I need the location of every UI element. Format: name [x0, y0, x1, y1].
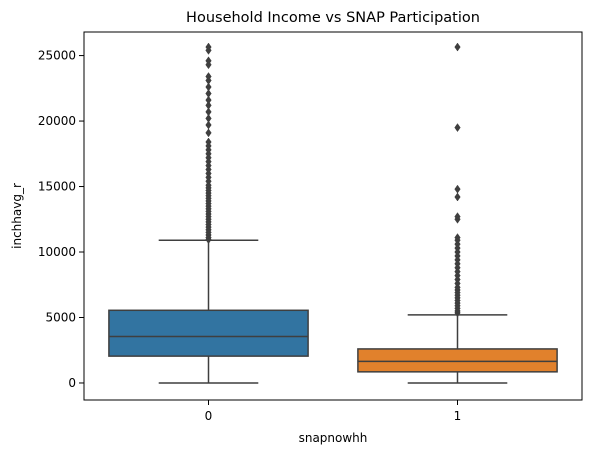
- outlier-point: [205, 107, 212, 117]
- y-tick-label: 15000: [38, 180, 76, 194]
- y-tick-label: 0: [68, 376, 76, 390]
- outlier-point: [205, 95, 212, 105]
- outlier-point: [205, 120, 212, 130]
- outlier-point: [205, 100, 212, 110]
- outlier-point: [205, 72, 212, 81]
- x-tick-label: 0: [205, 409, 213, 423]
- outlier-point: [205, 82, 212, 92]
- y-tick-label: 25000: [38, 49, 76, 63]
- y-axis-label: inchhavg_r: [10, 183, 24, 249]
- x-axis-label: snapnowhh: [299, 431, 368, 445]
- iqr-box-1: [357, 348, 558, 373]
- chart-title: Household Income vs SNAP Participation: [186, 10, 480, 26]
- y-tick-label: 10000: [38, 245, 76, 259]
- iqr-box-0: [108, 309, 309, 357]
- y-tick-label: 20000: [38, 114, 76, 128]
- outlier-point: [454, 192, 461, 202]
- outlier-point: [205, 128, 212, 138]
- outlier-point: [454, 212, 461, 222]
- plot-frame: [83, 31, 583, 401]
- outlier-point: [205, 89, 212, 98]
- plot-area: 0 5000 10000 15000 20000 25000 0 1: [38, 42, 558, 423]
- outlier-point: [205, 56, 212, 66]
- outlier-point: [205, 113, 212, 123]
- outlier-point: [205, 137, 212, 147]
- outlier-point: [454, 123, 461, 133]
- outlier-point: [205, 42, 212, 52]
- y-tick-label: 5000: [45, 310, 76, 324]
- outlier-point: [454, 233, 461, 243]
- outlier-point: [454, 184, 461, 194]
- x-tick-label: 1: [454, 409, 462, 423]
- outlier-point: [454, 42, 461, 52]
